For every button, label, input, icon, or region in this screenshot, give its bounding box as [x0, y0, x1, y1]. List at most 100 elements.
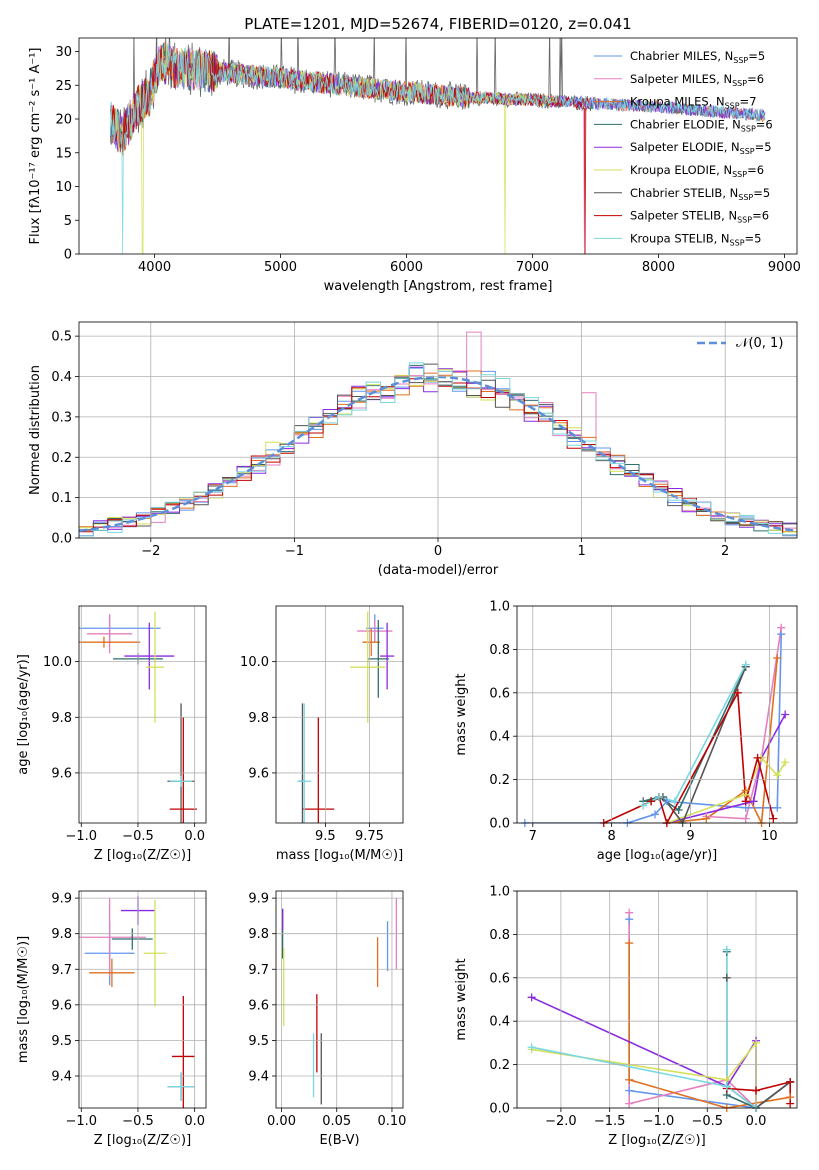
x-tick-label: 10 — [761, 829, 778, 844]
legend-n-sub: SSP — [737, 216, 752, 225]
legend-model: Salpeter STELIB — [630, 209, 721, 223]
legend-model: Chabrier MILES — [630, 49, 717, 63]
legend-n-sub: SSP — [738, 193, 753, 202]
weight-marker — [527, 1043, 536, 1052]
y-tick-label: 0.2 — [489, 773, 510, 788]
x-tick-label: 9000 — [768, 260, 801, 275]
legend-n-sub: SSP — [733, 56, 748, 65]
weight-marker — [674, 805, 683, 814]
weight-marker — [527, 993, 536, 1002]
y-tick-label: 0.6 — [489, 971, 510, 986]
weight-marker — [773, 654, 782, 663]
legend-label: Chabrier MILES, NSSP=5 — [630, 49, 765, 65]
legend-n-eq: = — [756, 117, 766, 131]
y-tick-label: 20 — [55, 113, 72, 128]
legend-n-value: 6 — [757, 72, 764, 86]
x-tick-label: 0.00 — [267, 1114, 296, 1129]
legend-n-eq: = — [747, 72, 757, 86]
y-tick-label: 15 — [55, 146, 72, 161]
x-tick-label: 7 — [529, 829, 537, 844]
weight-line-kroupa-stelib — [531, 949, 757, 1108]
y-tick-label: 0.3 — [51, 410, 72, 425]
weight-marker — [752, 1038, 761, 1047]
y-tick-label: 9.6 — [51, 998, 72, 1013]
x-tick-label: −0.5 — [122, 829, 154, 844]
y-tick-label: 9.6 — [51, 766, 72, 781]
x-tick-label: 0.0 — [746, 1114, 767, 1129]
mass-age-plot-area — [297, 611, 395, 823]
legend-n-eq: = — [745, 231, 755, 245]
x-tick-label: 8 — [608, 829, 616, 844]
y-tick-label: 0.4 — [489, 730, 510, 745]
x-tick-label: 4000 — [138, 260, 171, 275]
weight-marker — [625, 1086, 634, 1095]
weight-marker — [781, 710, 790, 719]
z-mass-panel: −1.0 −0.5 0.0 9.4 9.5 9.6 9.7 9.8 9.9 Z [log₁₀(Z/… — [16, 890, 207, 1148]
y-tick-label: 9.8 — [248, 927, 269, 942]
weight-line-kroupa-miles — [628, 943, 791, 1108]
weight-marker — [722, 1082, 731, 1091]
weight-marker — [639, 801, 648, 810]
weight-marker — [749, 797, 758, 806]
y-axis-label: mass [log₁₀(M/M☉)] — [16, 936, 31, 1063]
legend-label: Chabrier STELIB, NSSP=5 — [630, 186, 770, 202]
legend-n-eq: = — [753, 186, 763, 200]
x-tick-label: −1.0 — [65, 829, 97, 844]
y-tick-label: 1.0 — [489, 885, 510, 900]
x-tick-label: 0.0 — [184, 829, 205, 844]
axes-frame — [78, 890, 207, 1109]
x-tick-label: 0.10 — [377, 1114, 406, 1129]
y-tick-label: 0.8 — [489, 643, 510, 658]
x-tick-label: 0 — [434, 544, 442, 559]
weight-marker — [670, 797, 679, 806]
y-tick-label: 9.8 — [248, 711, 269, 726]
x-tick-label: 6000 — [390, 260, 423, 275]
x-tick-label: −1.5 — [594, 1114, 626, 1129]
x-axis-label: (data-model)/error — [378, 563, 499, 578]
weight-marker — [752, 1086, 761, 1095]
y-tick-label: 9.7 — [51, 963, 72, 978]
figure-title: PLATE=1201, MJD=52674, FIBERID=0120, z=0… — [244, 15, 631, 33]
legend-n-eq: = — [740, 95, 750, 109]
weight-marker — [625, 908, 634, 917]
legend-n-value: 6 — [762, 209, 769, 223]
legend-n-sub: SSP — [725, 102, 740, 111]
legend-model: Kroupa MILES — [630, 95, 709, 109]
weight-marker — [654, 792, 663, 801]
legend-model: Salpeter ELODIE — [630, 140, 724, 154]
mass-age-panel: 9.5 9.75 9.6 9.8 10.0 mass [log₁₀(M/M☉)] — [240, 605, 404, 863]
y-axis-label: mass weight — [454, 958, 469, 1040]
x-tick-label: −1.0 — [65, 1114, 97, 1129]
x-tick-label: 8000 — [642, 260, 675, 275]
y-tick-label: 1.0 — [489, 600, 510, 615]
legend-label: Kroupa MILES, NSSP=7 — [630, 95, 757, 111]
weight-marker — [777, 623, 786, 632]
y-tick-label: 0.0 — [51, 532, 72, 547]
x-tick-label: 0.05 — [322, 1114, 351, 1129]
y-tick-label: 9.5 — [51, 1034, 72, 1049]
legend-n-value: 5 — [763, 186, 770, 200]
legend-n-value: 5 — [758, 49, 765, 63]
x-tick-label: 1 — [577, 544, 585, 559]
weight-marker — [722, 973, 731, 982]
x-tick-label: −2 — [141, 544, 160, 559]
legend-label: Salpeter MILES, NSSP=6 — [630, 72, 764, 88]
y-tick-label: 9.7 — [248, 963, 269, 978]
x-axis-label: wavelength [Angstrom, rest frame] — [324, 279, 553, 294]
weight-marker — [786, 1099, 795, 1108]
y-tick-label: 0.1 — [51, 491, 72, 506]
weight-marker — [651, 810, 660, 819]
y-tick-label: 9.4 — [51, 1069, 72, 1084]
legend-label: Salpeter ELODIE, NSSP=5 — [630, 140, 772, 156]
legend-model: Chabrier ELODIE — [630, 117, 725, 131]
weight-marker — [741, 814, 750, 823]
legend-n-value: 5 — [754, 231, 761, 245]
legend-n-prefix: , N — [721, 209, 737, 223]
axes-frame — [78, 605, 207, 824]
legend-n-prefix: , N — [714, 231, 730, 245]
x-axis-label: Z [log₁₀(Z/Z☉)] — [94, 848, 191, 863]
y-tick-label: 9.8 — [51, 711, 72, 726]
legend-n-value: 6 — [757, 163, 764, 177]
x-tick-label: 2 — [721, 544, 729, 559]
legend-label: Kroupa ELODIE, NSSP=6 — [630, 163, 764, 179]
